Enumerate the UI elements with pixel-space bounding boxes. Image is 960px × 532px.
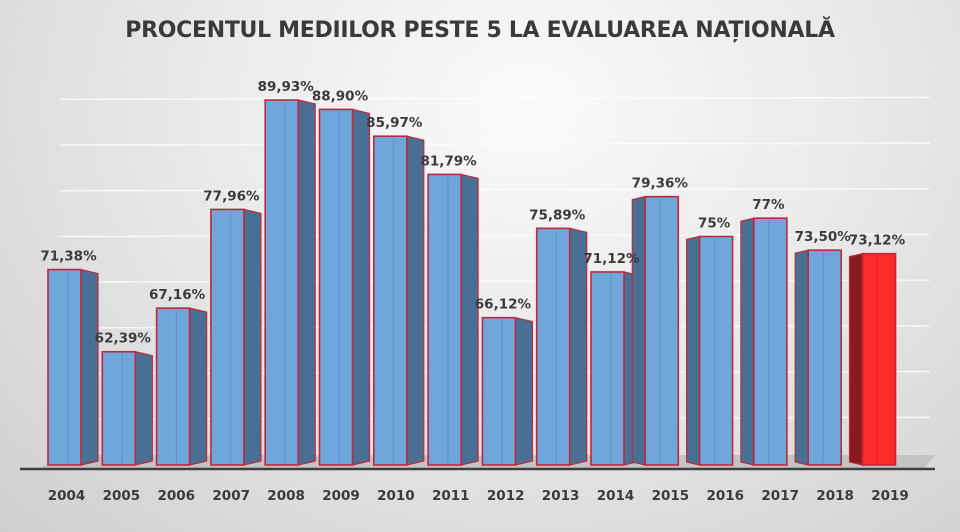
data-label: 67,16% xyxy=(149,287,206,303)
bar-front xyxy=(47,268,82,466)
bar-side xyxy=(848,252,864,466)
bar-side xyxy=(685,235,701,466)
bar-side xyxy=(189,307,208,466)
data-label: 81,79% xyxy=(420,153,477,169)
bar-side xyxy=(351,108,371,466)
bar-front xyxy=(753,217,788,466)
chart-title: PROCENTUL MEDIILOR PESTE 5 LA EVALUAREA … xyxy=(125,18,835,43)
data-label: 77% xyxy=(752,197,785,213)
data-label: 79,36% xyxy=(632,176,689,192)
data-label: 77,96% xyxy=(203,188,260,204)
bar-2016 xyxy=(685,235,734,466)
x-axis-labels: 2004 2005 2006 2007 2008 2009 2010 2011 2012 2013… xyxy=(48,488,909,504)
x-tick-label: 2008 xyxy=(267,488,305,504)
data-label: 62,39% xyxy=(95,331,152,347)
bar-front xyxy=(535,227,571,466)
data-label: 75% xyxy=(698,215,731,231)
x-tick-label: 2010 xyxy=(377,488,415,504)
bar-side xyxy=(243,208,262,466)
bar-front xyxy=(427,173,462,466)
data-label: 71,12% xyxy=(583,251,640,267)
bar-front xyxy=(155,307,191,466)
bar-2013 xyxy=(535,227,588,466)
x-tick-label: 2007 xyxy=(212,488,250,504)
bar-front xyxy=(101,350,137,466)
bar-front xyxy=(861,252,897,466)
x-tick-label: 2016 xyxy=(707,488,745,504)
bar-side xyxy=(460,173,479,466)
gridline xyxy=(59,96,931,101)
bar-side xyxy=(740,217,755,466)
x-tick-label: 2014 xyxy=(597,488,635,504)
bar-2015 xyxy=(631,195,680,466)
gridline xyxy=(59,142,931,146)
bar-2018 xyxy=(794,249,843,466)
bar-2012 xyxy=(481,316,534,466)
data-labels: 71,38% 62,39% 67,16% 77,96% 89,93%88,90% 85,9… xyxy=(40,79,905,347)
bar-side xyxy=(297,99,316,466)
bar-2005 xyxy=(101,350,153,466)
bar-side xyxy=(134,350,153,466)
data-label: 73,50% xyxy=(795,229,852,245)
bar-side xyxy=(794,249,809,466)
data-label: 73,12% xyxy=(849,233,906,249)
data-label: 89,93% xyxy=(258,79,315,95)
data-label: 71,38% xyxy=(40,249,97,265)
x-tick-label: 2011 xyxy=(432,488,470,504)
bar-side xyxy=(631,195,646,466)
x-tick-label: 2019 xyxy=(871,488,909,504)
bar-front xyxy=(264,99,300,466)
bar-front xyxy=(698,235,734,466)
bar-2008 xyxy=(264,99,316,466)
bar-front xyxy=(318,108,354,466)
bar-2006 xyxy=(155,307,208,466)
bar-2004 xyxy=(47,268,99,466)
data-label: 88,90% xyxy=(312,88,369,104)
bars xyxy=(47,99,897,466)
bar-front xyxy=(807,249,843,466)
bar-2009 xyxy=(318,108,371,466)
bar-front xyxy=(481,316,517,466)
data-label: 66,12% xyxy=(475,297,532,313)
x-tick-label: 2005 xyxy=(103,488,141,504)
bar-2017 xyxy=(740,217,788,466)
x-tick-label: 2017 xyxy=(761,488,799,504)
bar-front xyxy=(590,271,625,466)
x-tick-label: 2012 xyxy=(487,488,525,504)
data-label: 75,89% xyxy=(529,207,586,223)
bar-2007 xyxy=(210,208,262,466)
x-tick-label: 2009 xyxy=(322,488,360,504)
x-tick-label: 2004 xyxy=(48,488,86,504)
x-tick-label: 2015 xyxy=(652,488,690,504)
bar-front xyxy=(644,195,680,466)
data-label: 85,97% xyxy=(366,115,423,131)
bar-side xyxy=(80,268,99,466)
bar-side xyxy=(514,316,534,466)
bar-2010 xyxy=(372,135,425,466)
gridline xyxy=(59,188,931,192)
bar-side xyxy=(406,135,425,466)
x-tick-label: 2018 xyxy=(816,488,854,504)
x-tick-label: 2006 xyxy=(158,488,196,504)
bar-2011 xyxy=(427,173,479,466)
bar-front xyxy=(210,208,245,466)
bar-2019 xyxy=(848,252,897,466)
bar-front xyxy=(372,135,408,466)
x-tick-label: 2013 xyxy=(542,488,580,504)
